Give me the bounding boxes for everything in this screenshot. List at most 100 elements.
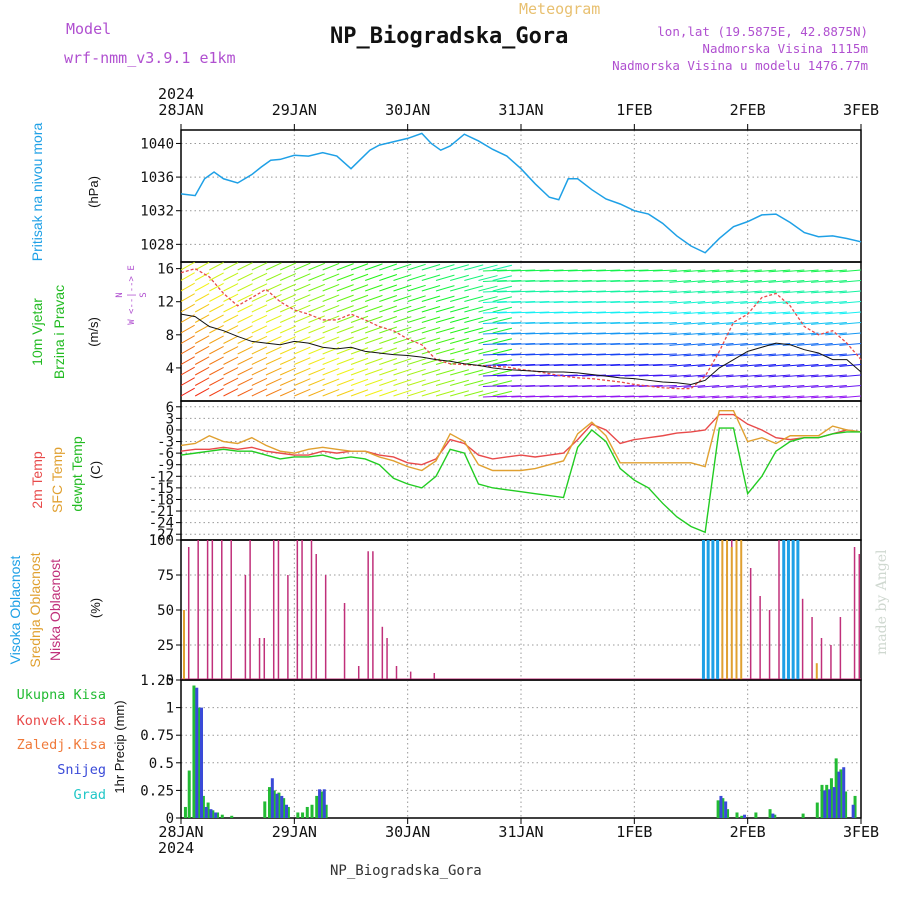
precip-bar (844, 791, 848, 818)
cloud-ylabel-mid: Srednja Oblacnost (27, 552, 43, 667)
wind-arrow (464, 306, 484, 313)
x-tick-label: 29JAN (272, 823, 317, 841)
precip-bar (834, 758, 838, 818)
wind-arrow (350, 378, 369, 386)
wind-arrow (511, 311, 536, 314)
wind-arrow (492, 338, 513, 344)
precip-bar (277, 792, 281, 818)
wind-arrow (393, 337, 412, 344)
wind-arrow (596, 290, 621, 293)
precip-bar (829, 778, 833, 818)
wind-arrow (364, 389, 383, 397)
wind-arrow (464, 390, 484, 397)
wind-arrow (782, 343, 805, 346)
wind-arrow (638, 311, 663, 314)
wind-arrow (782, 395, 805, 399)
x-tick-label: 1FEB (616, 101, 652, 119)
y-tick-label: 100 (149, 533, 174, 549)
wind-arrow (393, 284, 412, 292)
wind-arrow (492, 296, 513, 302)
wind-arrow (669, 332, 692, 336)
wind-arrow (279, 262, 297, 271)
wind-arrow (223, 346, 239, 355)
wind-arrow (669, 385, 692, 388)
wind-arrow (768, 332, 791, 336)
wind-arrow (567, 353, 592, 356)
wind-arrow (582, 374, 607, 377)
wind-arrow (624, 364, 649, 366)
wind-arrow (511, 343, 536, 345)
wind-arrow (652, 385, 677, 387)
wind-arrow (294, 325, 311, 334)
wind-arrow (610, 332, 635, 335)
wind-arrow (209, 346, 224, 355)
wind-arrow (740, 311, 762, 315)
wind-arrow (350, 263, 369, 271)
wind-arrow (308, 378, 325, 386)
wind-arrow (811, 269, 833, 273)
wind-arrow (364, 347, 383, 355)
wind-arrow (811, 311, 833, 315)
wind-arrow (279, 273, 297, 281)
wind-arrow (322, 336, 340, 344)
wind-arrow (638, 280, 663, 282)
wind-arrow (525, 332, 550, 335)
wind-arrow (683, 353, 706, 357)
wind-arrow (652, 343, 677, 345)
wind-arrow (478, 369, 498, 376)
wind-arrow (350, 326, 369, 334)
footer-station: NP_Biogradska_Gora (330, 863, 482, 879)
wind-arrow (478, 359, 498, 365)
wind-arrow (754, 364, 777, 367)
wind-arrow (194, 262, 210, 271)
wind-arrow (610, 301, 635, 303)
wind-arrow (421, 389, 441, 397)
wind-arrow (237, 377, 253, 386)
wind-unit: (m/s) (86, 317, 101, 347)
wind-arrow (839, 332, 861, 336)
wind-arrow (279, 304, 297, 313)
wind-arrow (181, 303, 195, 313)
wind-arrow (194, 377, 210, 386)
wind-arrow (492, 317, 513, 323)
y-tick-label: -27 (149, 527, 174, 543)
wind-arrow (294, 273, 311, 281)
wind-arrow (364, 294, 383, 302)
wind-arrow (294, 357, 311, 365)
precip-bar (195, 687, 199, 818)
wind-arrow (638, 385, 663, 387)
wind-arrow (582, 322, 607, 324)
wind-arrow (652, 280, 677, 282)
wind-arrow (251, 356, 268, 365)
wind-arrow (450, 348, 469, 355)
wind-arrow (754, 385, 777, 388)
wind-arrow (697, 301, 720, 304)
y-tick-label: 0 (166, 423, 174, 439)
wind-arrow (567, 301, 592, 303)
wind-arrow (478, 296, 498, 302)
wind-arrow (497, 374, 522, 377)
wind-arrow (754, 311, 777, 315)
wind-arrow (825, 364, 847, 367)
precip-bar (773, 814, 777, 818)
wind-arrow (478, 380, 498, 386)
wind-arrow (839, 290, 861, 294)
precip-bar (724, 801, 728, 818)
y-tick-label: -18 (149, 492, 174, 508)
wind-arrow (308, 273, 325, 281)
wind-arrow (539, 269, 564, 272)
wind-arrow (308, 294, 325, 302)
wind-arrow (482, 269, 507, 272)
wind-arrow (350, 273, 369, 281)
wind-arrow (669, 343, 692, 346)
cloud-unit: (%) (88, 598, 103, 618)
wind-arrow (464, 274, 484, 281)
wind-arrow (223, 304, 239, 313)
wind-arrow (582, 385, 607, 387)
wind-arrow (553, 311, 578, 314)
wind-arrow (482, 322, 507, 324)
wind-arrow (553, 269, 578, 272)
wind-arrow (194, 282, 210, 292)
wind-arrow (596, 280, 621, 282)
wind-arrow (740, 343, 762, 346)
